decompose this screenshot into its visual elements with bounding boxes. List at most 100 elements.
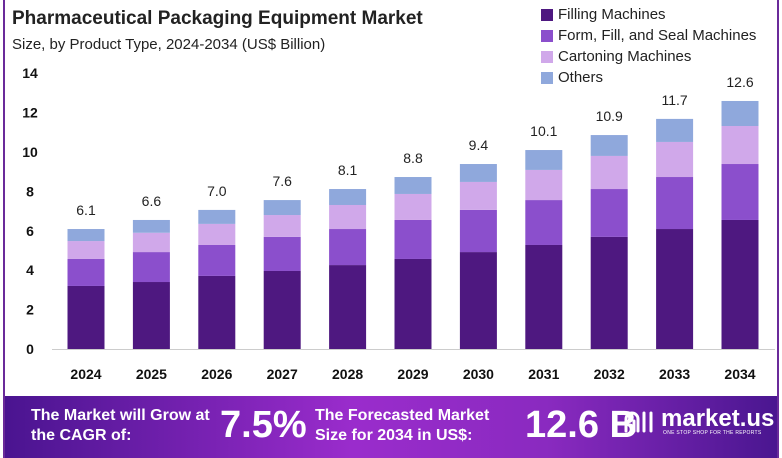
chart-subtitle: Size, by Product Type, 2024-2034 (US$ Bi…: [12, 36, 326, 53]
total-label: 10.9: [596, 108, 623, 124]
bar-segment: [459, 164, 497, 182]
y-tick-label: 8: [26, 183, 34, 199]
x-tick-label: 2033: [659, 366, 690, 382]
legend-item: Cartoning Machines: [541, 46, 756, 67]
cagr-value: 7.5%: [220, 404, 307, 446]
legend-swatch: [541, 71, 553, 84]
bar-segment: [656, 177, 694, 230]
chart-frame: [3, 0, 779, 458]
x-tick-label: 2029: [397, 366, 428, 382]
bar-segment: [132, 282, 170, 349]
legend-label: Cartoning Machines: [558, 48, 692, 65]
legend-label: Filling Machines: [558, 6, 666, 23]
x-tick-label: 2030: [463, 366, 494, 382]
legend: Filling Machines Form, Fill, and Seal Ma…: [541, 4, 756, 88]
total-label: 10.1: [530, 123, 557, 139]
bar-segment: [590, 155, 628, 190]
legend-swatch: [541, 50, 553, 63]
y-tick-label: 14: [22, 65, 38, 81]
bar-segment: [67, 229, 105, 242]
legend-label: Form, Fill, and Seal Machines: [558, 27, 757, 44]
y-tick-label: 12: [22, 105, 38, 121]
bar-segment: [132, 252, 170, 283]
chart-title: Pharmaceutical Packaging Equipment Marke…: [12, 8, 423, 29]
bar-segment: [459, 181, 497, 210]
bar-segment: [263, 200, 301, 216]
forecast-label: The Forecasted Market Size for 2034 in U…: [315, 407, 490, 444]
total-label: 6.6: [142, 193, 162, 209]
x-tick-label: 2032: [594, 366, 625, 382]
bar-segment: [656, 141, 694, 178]
bar-segment: [525, 200, 563, 245]
bar-segment: [394, 258, 432, 349]
bar-segment: [263, 236, 301, 271]
bar-segment: [329, 204, 367, 230]
total-label: 6.1: [76, 202, 96, 218]
brand-logo: market.us ONE STOP SHOP FOR THE REPORTS: [623, 405, 775, 436]
total-label: 8.8: [403, 150, 423, 166]
bar-segment: [656, 118, 694, 142]
x-tick-label: 2028: [332, 366, 363, 382]
total-label: 7.0: [207, 183, 227, 199]
bar-segment: [329, 229, 367, 266]
x-tick-label: 2031: [528, 366, 559, 382]
legend-item: Filling Machines: [541, 4, 756, 25]
x-tick-label: 2026: [201, 366, 232, 382]
x-tick-label: 2025: [136, 366, 167, 382]
bar-segment: [721, 164, 759, 220]
y-tick-label: 4: [26, 262, 34, 278]
bar-segment: [525, 150, 563, 170]
total-label: 12.6: [726, 74, 753, 90]
bar-segment: [67, 258, 105, 286]
forecast-value: 12.6 B: [525, 404, 637, 446]
y-tick-label: 10: [22, 144, 38, 160]
chart-plot: 0 2 4 6 8 10 12 14 6.1 2024 6.6 2025 7.0 2026 7.6 2027 8…: [22, 65, 775, 382]
bar-segment: [525, 244, 563, 349]
bar-segment: [656, 229, 694, 349]
y-tick-label: 6: [26, 223, 34, 239]
legend-label: Others: [558, 69, 604, 86]
legend-item: Others: [541, 67, 756, 88]
bar-segment: [67, 285, 105, 349]
bar-segment: [590, 135, 628, 156]
bar-segment: [590, 236, 628, 349]
legend-swatch: [541, 8, 553, 21]
market-us-logo-icon: [624, 411, 653, 433]
brand-name: market.us: [661, 405, 775, 432]
bar-segment: [263, 270, 301, 349]
bar-segment: [198, 244, 236, 276]
total-label: 11.7: [661, 92, 687, 108]
bar-segment: [721, 219, 759, 349]
bar-segment: [394, 193, 432, 220]
total-label: 7.6: [272, 173, 292, 189]
x-tick-label: 2024: [70, 366, 101, 382]
bar-segment: [459, 209, 497, 253]
bar-segment: [263, 215, 301, 237]
x-tick-label: 2027: [267, 366, 298, 382]
bar-segment: [394, 219, 432, 259]
y-tick-label: 0: [26, 341, 34, 357]
bar-segment: [198, 275, 236, 349]
brand-tagline: ONE STOP SHOP FOR THE REPORTS: [663, 430, 762, 436]
bar-segment: [132, 232, 170, 253]
y-tick-label: 2: [26, 302, 34, 318]
legend-item: Form, Fill, and Seal Machines: [541, 25, 756, 46]
total-label: 8.1: [338, 162, 358, 178]
bar-segment: [525, 169, 563, 201]
bar-segment: [721, 125, 759, 165]
cagr-label: The Market will Grow at the CAGR of:: [31, 407, 210, 444]
legend-swatch: [541, 29, 553, 42]
x-tick-label: 2034: [724, 366, 755, 382]
bar-segment: [721, 100, 759, 126]
bar-segment: [329, 265, 367, 349]
bar-segment: [67, 241, 105, 259]
bar-segment: [198, 223, 236, 245]
total-label: 9.4: [469, 137, 489, 153]
bar-segment: [329, 189, 367, 205]
bar-segment: [132, 219, 170, 233]
footer-banner: The Market will Grow at the CAGR of: 7.5…: [5, 396, 777, 458]
bar-segment: [459, 252, 497, 349]
bar-segment: [198, 209, 236, 224]
bar-segment: [394, 177, 432, 194]
bar-segment: [590, 189, 628, 237]
